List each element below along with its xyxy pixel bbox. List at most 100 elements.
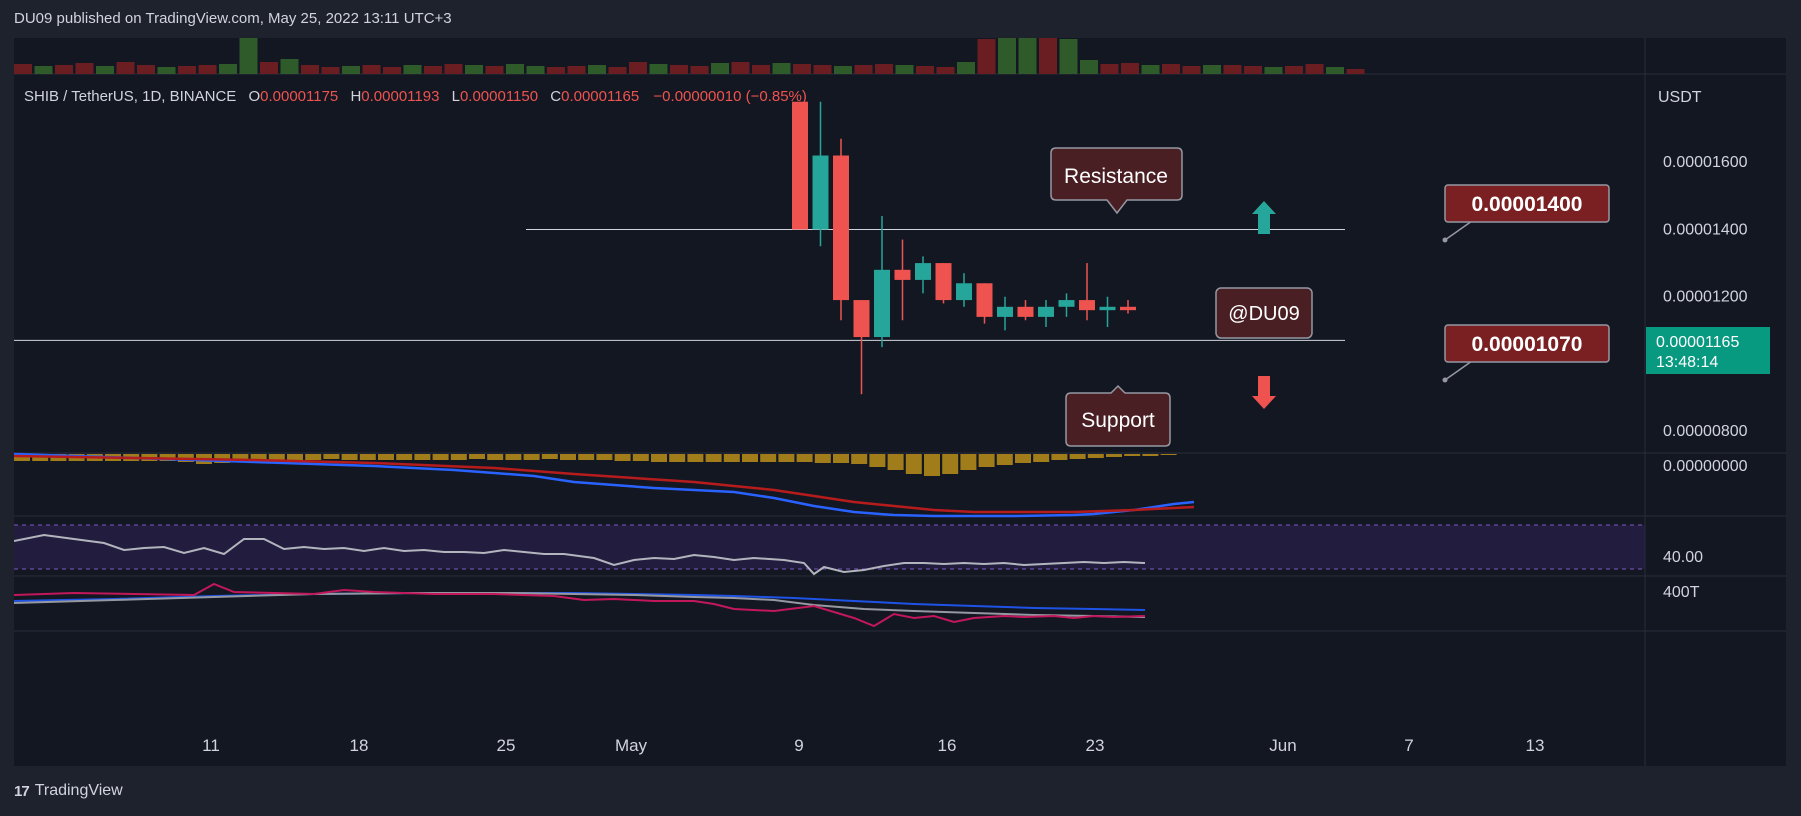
time-axis[interactable]: 11 18 25 May 9 16 23 Jun 7 13	[202, 736, 1544, 755]
macd-histogram-bar	[887, 454, 904, 470]
rsi-level-label: 40.00	[1663, 549, 1703, 566]
macd-histogram-bar	[432, 454, 449, 460]
volume-bar	[34, 66, 53, 74]
volume-bar	[444, 64, 463, 74]
volume-bar	[342, 66, 360, 74]
price-axis-currency: USDT	[1658, 89, 1702, 106]
macd-pane: 0.00000000	[13, 452, 1748, 518]
chart-area[interactable]: SHIB / TetherUS, 1D, BINANCE O0.00001175…	[13, 34, 1786, 766]
price-axis-label: 0.00001200	[1663, 289, 1748, 306]
tradingview-logo-icon: 17	[14, 782, 30, 800]
volume-bar	[834, 66, 852, 74]
rsi-pane: 40.00	[13, 524, 1703, 576]
macd-histogram-bar	[250, 454, 267, 460]
candle-body	[1079, 300, 1095, 311]
volume-bar	[936, 67, 955, 74]
macd-histogram-bar	[1087, 454, 1104, 458]
macd-histogram-bar	[596, 454, 613, 460]
volume-bar	[793, 64, 811, 74]
rsi-line	[13, 533, 1146, 576]
volume-bar	[137, 65, 155, 74]
time-axis-label: 25	[497, 736, 516, 755]
macd-histogram-bar	[305, 454, 322, 460]
macd-histogram-bar	[687, 454, 704, 462]
candle-body	[833, 155, 849, 301]
volume-bar	[1244, 66, 1262, 74]
tradingview-brand[interactable]: 17 TradingView	[14, 782, 123, 800]
volume-bar	[506, 64, 524, 74]
volume-bar	[670, 65, 688, 74]
candle-body	[956, 283, 972, 301]
volume-bar	[383, 67, 401, 74]
legend-close: 0.00001165	[561, 88, 639, 105]
macd-histogram-bar	[960, 454, 977, 470]
candle-body	[997, 306, 1013, 317]
volume-bar	[157, 67, 176, 74]
support-callout[interactable]: Support	[1065, 384, 1171, 447]
volume-bar	[977, 39, 996, 74]
candle-body	[915, 263, 931, 280]
macd-histogram-bar	[541, 454, 558, 459]
volume-bar	[629, 62, 647, 74]
macd-histogram-bar	[742, 454, 758, 462]
resistance-price: 0.00001400	[1472, 193, 1583, 216]
signal-line	[13, 454, 1195, 514]
legend-close-label: C	[550, 88, 561, 105]
macd-histogram-bar	[924, 454, 940, 476]
macd-histogram-bar	[1142, 454, 1159, 456]
volume-bar	[1305, 64, 1324, 74]
volume-bar	[96, 66, 114, 74]
up-arrow-icon[interactable]	[1252, 201, 1276, 234]
down-arrow-icon[interactable]	[1252, 376, 1276, 409]
macd-histogram-bar	[705, 454, 722, 462]
macd-histogram-bar	[560, 454, 576, 460]
volume-bar	[465, 65, 483, 74]
macd-histogram-bar	[942, 454, 959, 474]
macd-histogram-bar	[1051, 454, 1068, 460]
macd-histogram-bar	[723, 454, 740, 462]
time-axis-label: 7	[1404, 736, 1413, 755]
macd-histogram-bar	[796, 454, 813, 462]
volume-bar	[1162, 64, 1180, 74]
volume-bar	[280, 59, 299, 74]
brand-text: TradingView	[34, 782, 123, 799]
price-axis[interactable]: 0.000016000.000014000.000012000.00001000…	[1663, 154, 1748, 440]
watermark-callout[interactable]: @DU09	[1215, 287, 1313, 339]
price-axis-label: 0.00001600	[1663, 154, 1748, 171]
volume-bar	[260, 62, 278, 74]
volume-bar	[567, 66, 586, 74]
macd-histogram-bar	[323, 454, 340, 459]
macd-histogram-bar	[1069, 454, 1086, 459]
macd-histogram-bar	[869, 454, 886, 467]
legend-line: SHIB / TetherUS, 1D, BINANCE O0.00001175…	[24, 88, 807, 105]
candle-body	[894, 269, 911, 280]
resistance-price-tag[interactable]: 0.00001400	[1442, 184, 1610, 243]
legend-open: 0.00001175	[260, 88, 338, 105]
time-axis-label: 23	[1086, 736, 1105, 755]
legend-high-label: H	[350, 88, 361, 105]
volume-bar	[1100, 64, 1119, 74]
macd-histogram-bar	[287, 454, 303, 460]
publish-info: DU09 published on TradingView.com, May 2…	[14, 10, 452, 27]
volume-bar	[1018, 38, 1037, 74]
volume-bar	[998, 38, 1016, 74]
macd-histogram-bar	[378, 454, 394, 460]
candle-body	[1099, 306, 1116, 311]
macd-histogram-bar	[341, 454, 358, 460]
candles	[792, 101, 1136, 395]
volume-bar	[1346, 69, 1365, 74]
last-price-badge[interactable]: 0.00001165 13:48:14	[1646, 327, 1770, 374]
chart-svg[interactable]: SHIB / TetherUS, 1D, BINANCE O0.00001175…	[13, 34, 1786, 766]
volume-bar	[321, 67, 340, 74]
macd-histogram-bar	[614, 454, 631, 461]
candle-body	[1038, 306, 1054, 317]
volume-bar	[198, 65, 217, 74]
support-price-tag[interactable]: 0.00001070	[1442, 324, 1610, 383]
macd-histogram-bar	[814, 454, 831, 463]
volume-bar	[55, 65, 73, 74]
macd-histogram-bar	[669, 454, 686, 462]
macd-histogram-bar	[1033, 454, 1050, 462]
macd-histogram-bar	[632, 454, 649, 461]
resistance-callout[interactable]: Resistance	[1050, 147, 1183, 215]
candle-body	[874, 269, 890, 338]
